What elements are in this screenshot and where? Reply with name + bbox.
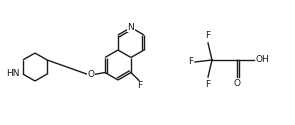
Text: HN: HN [6,70,20,78]
Text: F: F [137,82,142,90]
Text: F: F [205,31,211,40]
Text: O: O [88,70,94,79]
Text: OH: OH [256,56,270,64]
Text: F: F [188,58,193,66]
Text: N: N [128,23,134,32]
Text: O: O [234,79,240,88]
Text: F: F [205,80,211,89]
